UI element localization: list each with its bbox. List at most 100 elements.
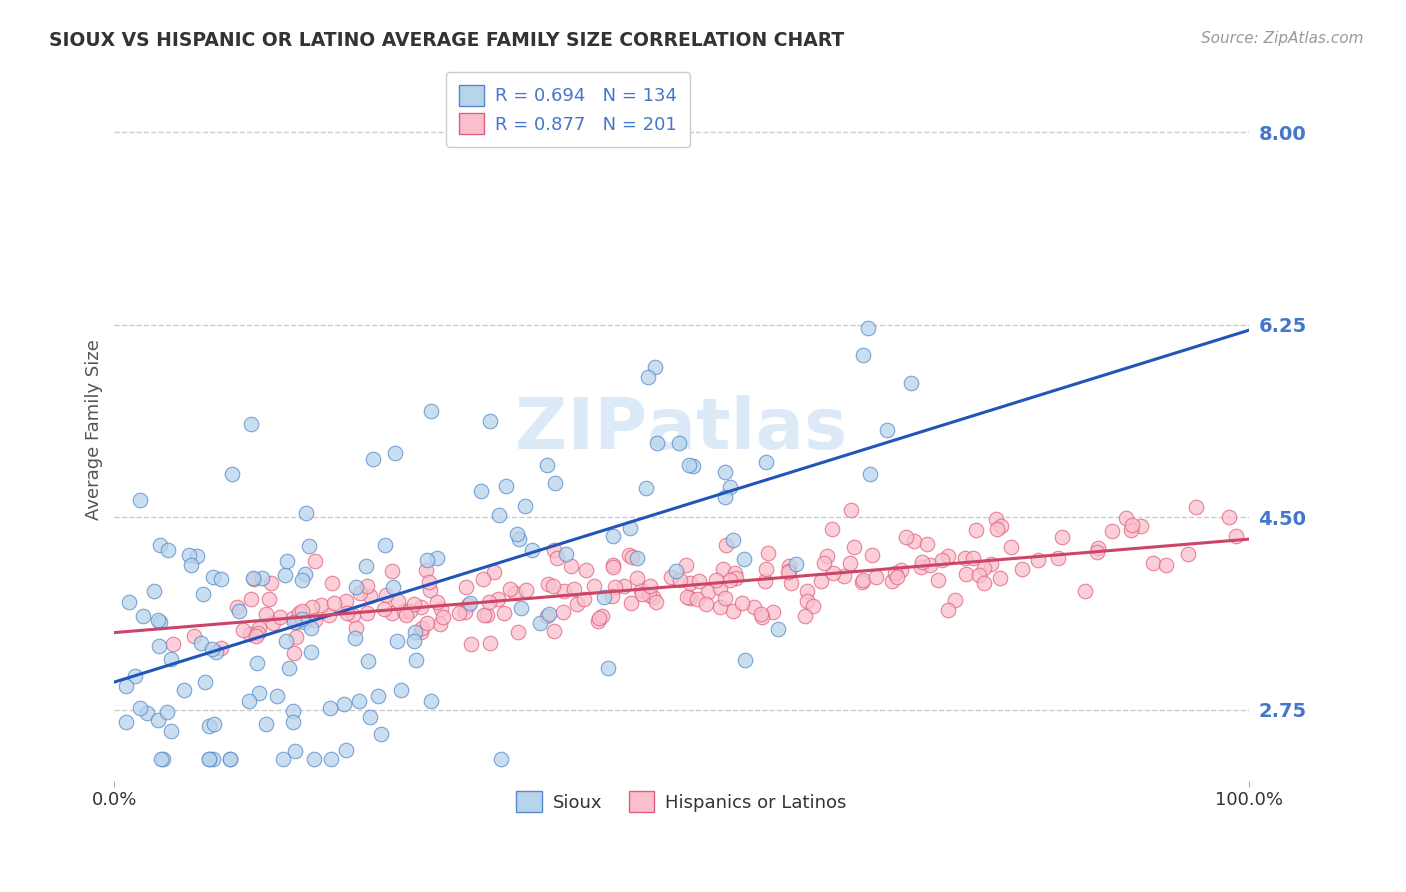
Text: ZIP​atlas: ZIP​atlas — [516, 395, 848, 464]
Point — [420, 694, 443, 708]
Point — [242, 572, 264, 586]
Point — [911, 555, 934, 569]
Point — [335, 743, 357, 757]
Text: SIOUX VS HISPANIC OR LATINO AVERAGE FAMILY SIZE CORRELATION CHART: SIOUX VS HISPANIC OR LATINO AVERAGE FAMI… — [49, 31, 845, 50]
Point — [894, 530, 917, 544]
Point — [281, 714, 304, 729]
Point — [173, 683, 195, 698]
Point — [1087, 541, 1109, 555]
Point — [381, 606, 404, 620]
Point — [602, 529, 624, 543]
Point — [374, 538, 396, 552]
Point — [659, 570, 682, 584]
Point — [754, 574, 776, 589]
Point — [638, 579, 661, 593]
Point — [990, 518, 1012, 533]
Point — [287, 606, 309, 620]
Point — [718, 573, 741, 587]
Point — [239, 627, 262, 641]
Point — [810, 574, 832, 588]
Point — [731, 596, 754, 610]
Point — [246, 656, 269, 670]
Point — [778, 558, 800, 573]
Point — [276, 634, 298, 648]
Point — [713, 591, 735, 605]
Point — [426, 595, 449, 609]
Point — [309, 598, 332, 612]
Point — [281, 704, 304, 718]
Point — [114, 679, 136, 693]
Point — [779, 575, 801, 590]
Point — [262, 616, 284, 631]
Point — [146, 613, 169, 627]
Point — [860, 548, 883, 562]
Point — [986, 522, 1008, 536]
Point — [239, 591, 262, 606]
Point — [149, 752, 172, 766]
Point — [612, 579, 634, 593]
Point — [751, 610, 773, 624]
Point — [852, 573, 875, 587]
Point — [973, 575, 995, 590]
Point — [668, 436, 690, 450]
Point — [304, 752, 326, 766]
Point — [945, 593, 967, 607]
Point — [927, 573, 949, 587]
Point — [349, 694, 371, 708]
Point — [551, 605, 574, 619]
Point — [404, 633, 426, 648]
Point — [967, 568, 990, 582]
Point — [755, 455, 778, 469]
Point — [823, 566, 845, 580]
Point — [160, 724, 183, 739]
Point — [1074, 584, 1097, 599]
Point — [277, 660, 299, 674]
Point — [695, 597, 717, 611]
Point — [180, 558, 202, 572]
Point — [686, 592, 709, 607]
Point — [886, 570, 908, 584]
Point — [240, 417, 263, 432]
Point — [198, 752, 221, 766]
Point — [276, 554, 298, 568]
Point — [304, 613, 326, 627]
Point — [555, 547, 578, 561]
Point — [136, 706, 159, 720]
Point — [242, 571, 264, 585]
Point — [761, 605, 783, 619]
Point — [471, 572, 494, 586]
Point — [432, 610, 454, 624]
Point — [457, 599, 479, 613]
Point — [162, 637, 184, 651]
Point — [544, 476, 567, 491]
Point — [477, 608, 499, 623]
Point — [688, 574, 710, 589]
Point — [460, 637, 482, 651]
Point — [859, 467, 882, 481]
Point — [149, 615, 172, 630]
Point — [225, 600, 247, 615]
Point — [617, 548, 640, 562]
Point — [725, 571, 748, 585]
Point — [546, 550, 568, 565]
Point — [335, 593, 357, 607]
Point — [124, 669, 146, 683]
Point — [1142, 556, 1164, 570]
Point — [488, 508, 510, 522]
Point — [498, 582, 520, 597]
Point — [883, 566, 905, 580]
Point — [1225, 529, 1247, 543]
Point — [742, 599, 765, 614]
Point — [1185, 500, 1208, 514]
Point — [711, 562, 734, 576]
Point — [398, 604, 420, 618]
Point — [675, 590, 697, 604]
Point — [373, 602, 395, 616]
Point — [832, 569, 855, 583]
Point — [359, 589, 381, 603]
Point — [536, 608, 558, 623]
Point — [572, 592, 595, 607]
Point — [679, 591, 702, 606]
Point — [228, 604, 250, 618]
Point — [285, 630, 308, 644]
